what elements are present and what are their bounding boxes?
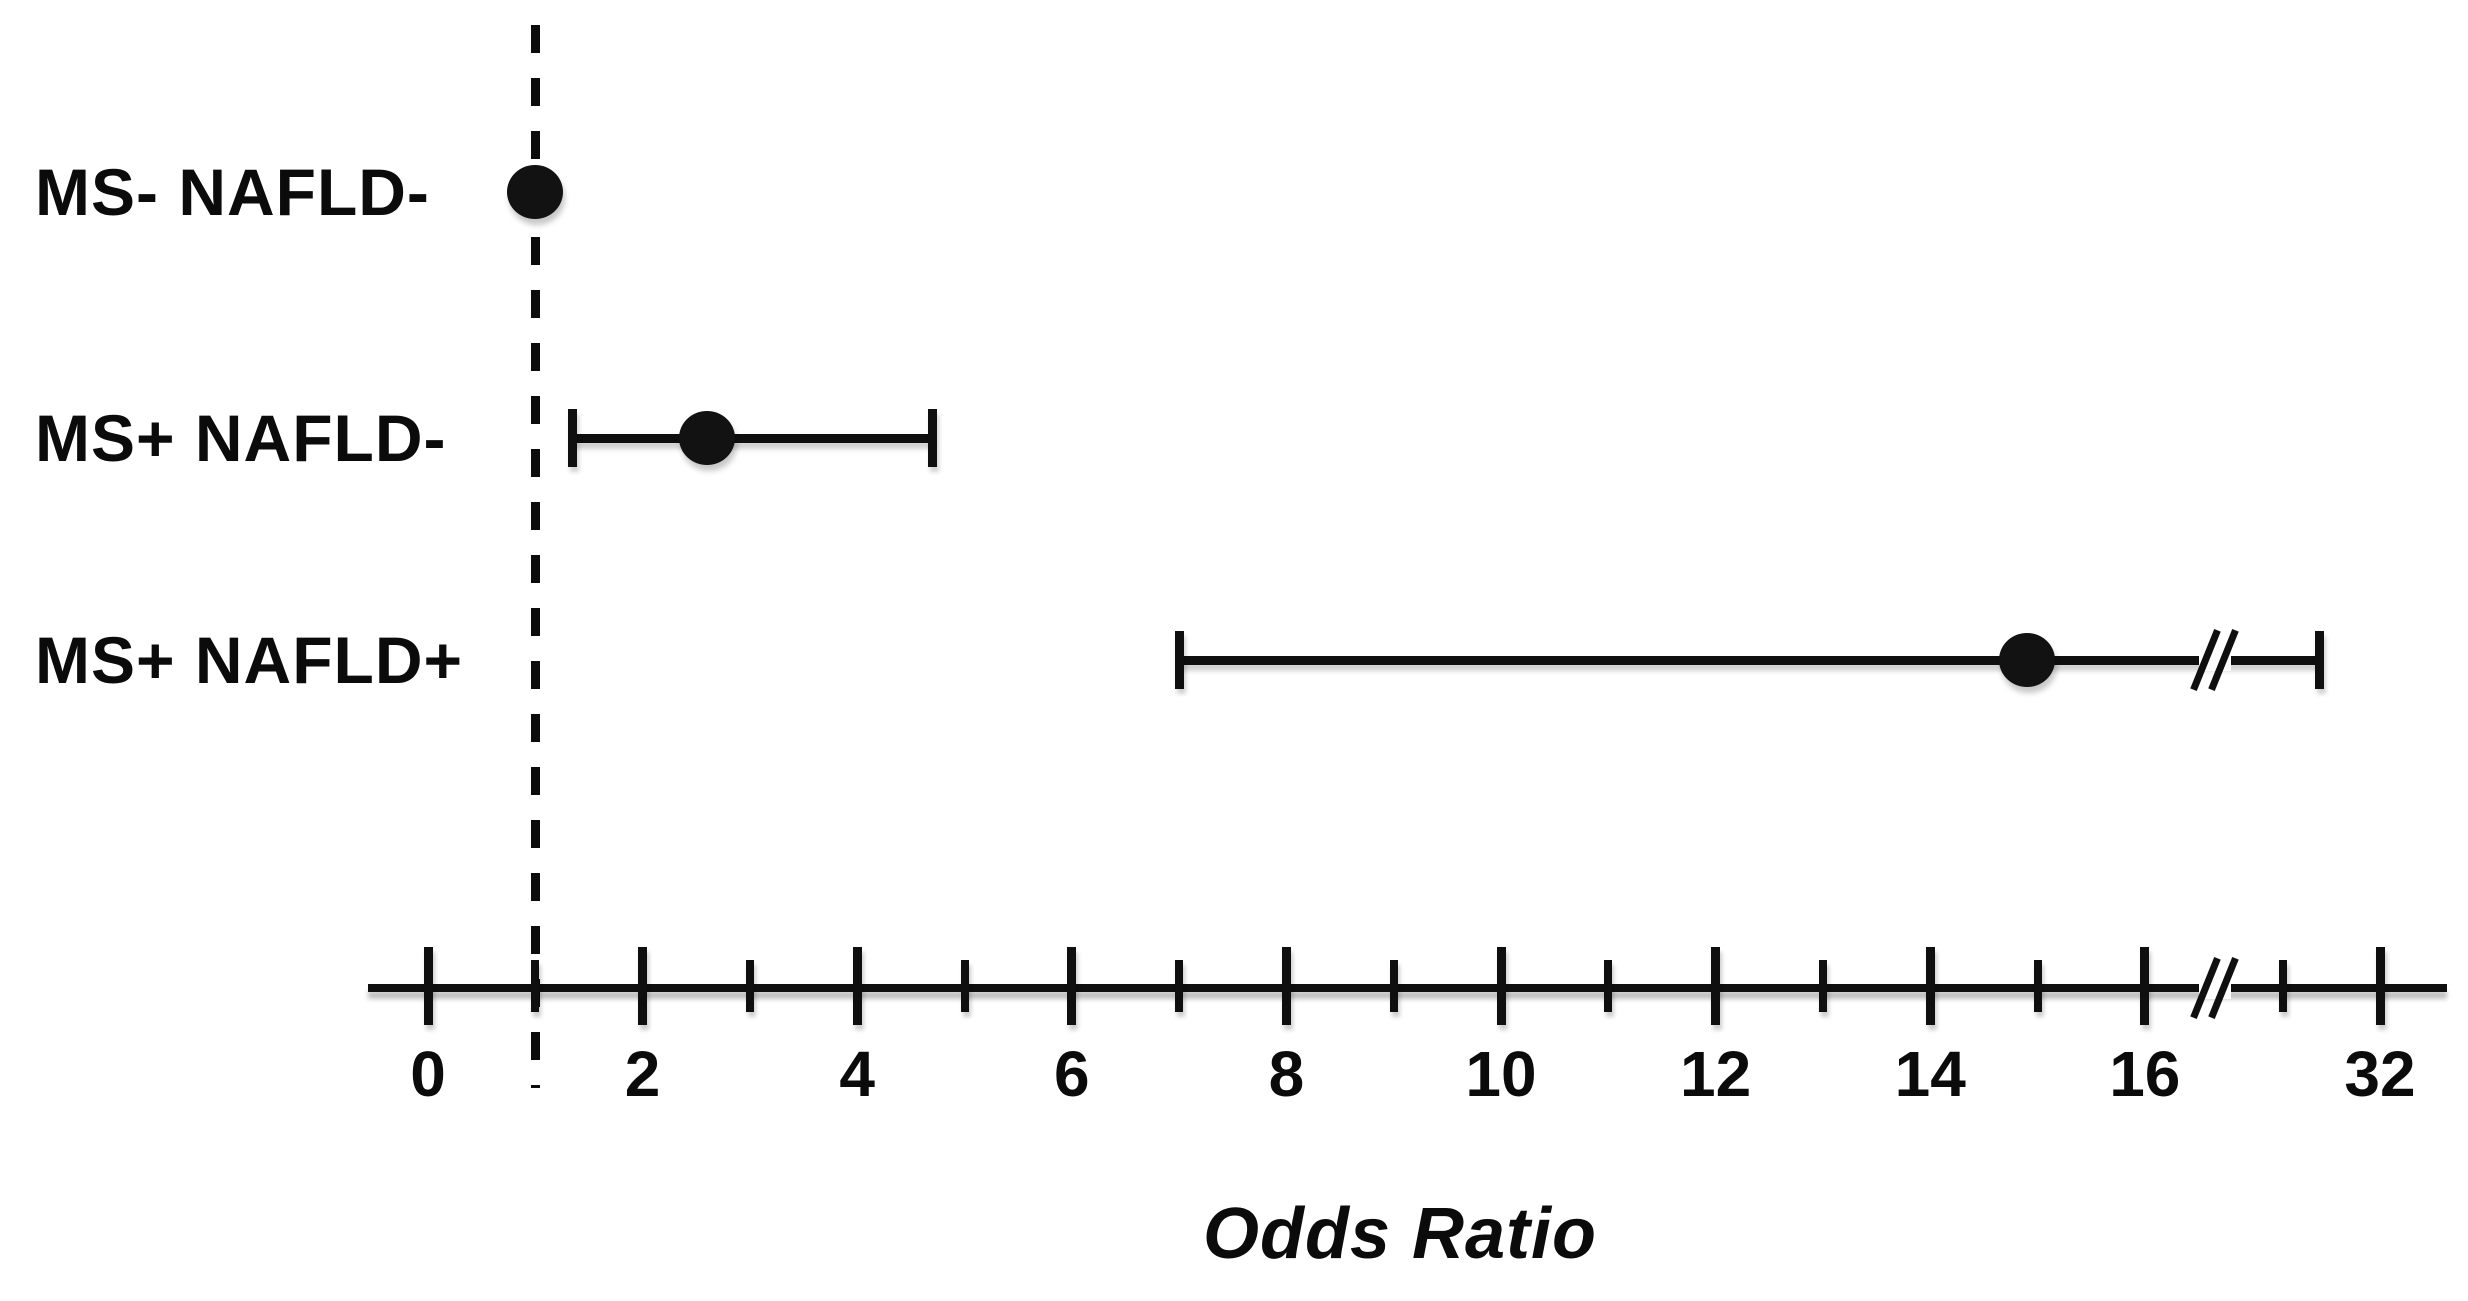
axis-tick-major — [2140, 947, 2150, 1025]
point-marker — [507, 165, 564, 219]
axis-tick-major — [638, 947, 648, 1025]
tick-label: 10 — [1465, 1038, 1537, 1110]
error-bar — [1179, 655, 2320, 665]
axis-tick-minor — [1604, 960, 1613, 1012]
point-marker — [1998, 633, 2055, 687]
ci-cap-low — [568, 409, 578, 467]
ci-cap-low — [1174, 631, 1184, 689]
axis-tick-minor — [960, 960, 969, 1012]
axis-tick-minor — [1175, 960, 1184, 1012]
axis-tick-minor — [2279, 960, 2287, 1012]
row-label: MS- NAFLD- — [35, 155, 430, 229]
tick-label: 14 — [1894, 1038, 1966, 1110]
axis-tick-major — [1925, 947, 1935, 1025]
tick-label: 8 — [1268, 1038, 1305, 1110]
bar-break-icon — [2190, 625, 2239, 695]
axis-tick-minor — [531, 960, 540, 1012]
axis-tick-major — [423, 947, 433, 1025]
tick-label: 32 — [2344, 1038, 2416, 1110]
axis-tick-minor — [745, 960, 754, 1012]
axis-tick-major — [1711, 947, 1721, 1025]
tick-label: 4 — [839, 1038, 875, 1110]
tick-label: 16 — [2109, 1038, 2181, 1110]
tick-label: 2 — [624, 1038, 661, 1110]
tick-label: 12 — [1680, 1038, 1752, 1110]
axis-title: Odds Ratio — [1202, 1194, 1598, 1274]
ci-cap-high — [2314, 631, 2324, 689]
reference-line-or-1 — [531, 25, 541, 1088]
row-label: MS+ NAFLD- — [35, 401, 447, 475]
axis-tick-major — [1281, 947, 1291, 1025]
axis-tick-major — [1067, 947, 1077, 1025]
axis-tick-minor — [1389, 960, 1398, 1012]
ci-cap-high — [927, 409, 937, 467]
x-axis-line — [368, 984, 2447, 992]
row-label: MS+ NAFLD+ — [35, 623, 464, 697]
axis-tick-minor — [2033, 960, 2042, 1012]
axis-tick-minor — [1818, 960, 1827, 1012]
axis-tick-major — [1496, 947, 1506, 1025]
axis-tick-major — [852, 947, 862, 1025]
axis-break-icon — [2190, 953, 2239, 1023]
axis-tick-major — [2375, 947, 2385, 1025]
tick-label: 6 — [1054, 1038, 1090, 1110]
tick-label: 0 — [410, 1038, 446, 1110]
point-marker — [678, 411, 735, 465]
error-bar — [572, 433, 933, 443]
